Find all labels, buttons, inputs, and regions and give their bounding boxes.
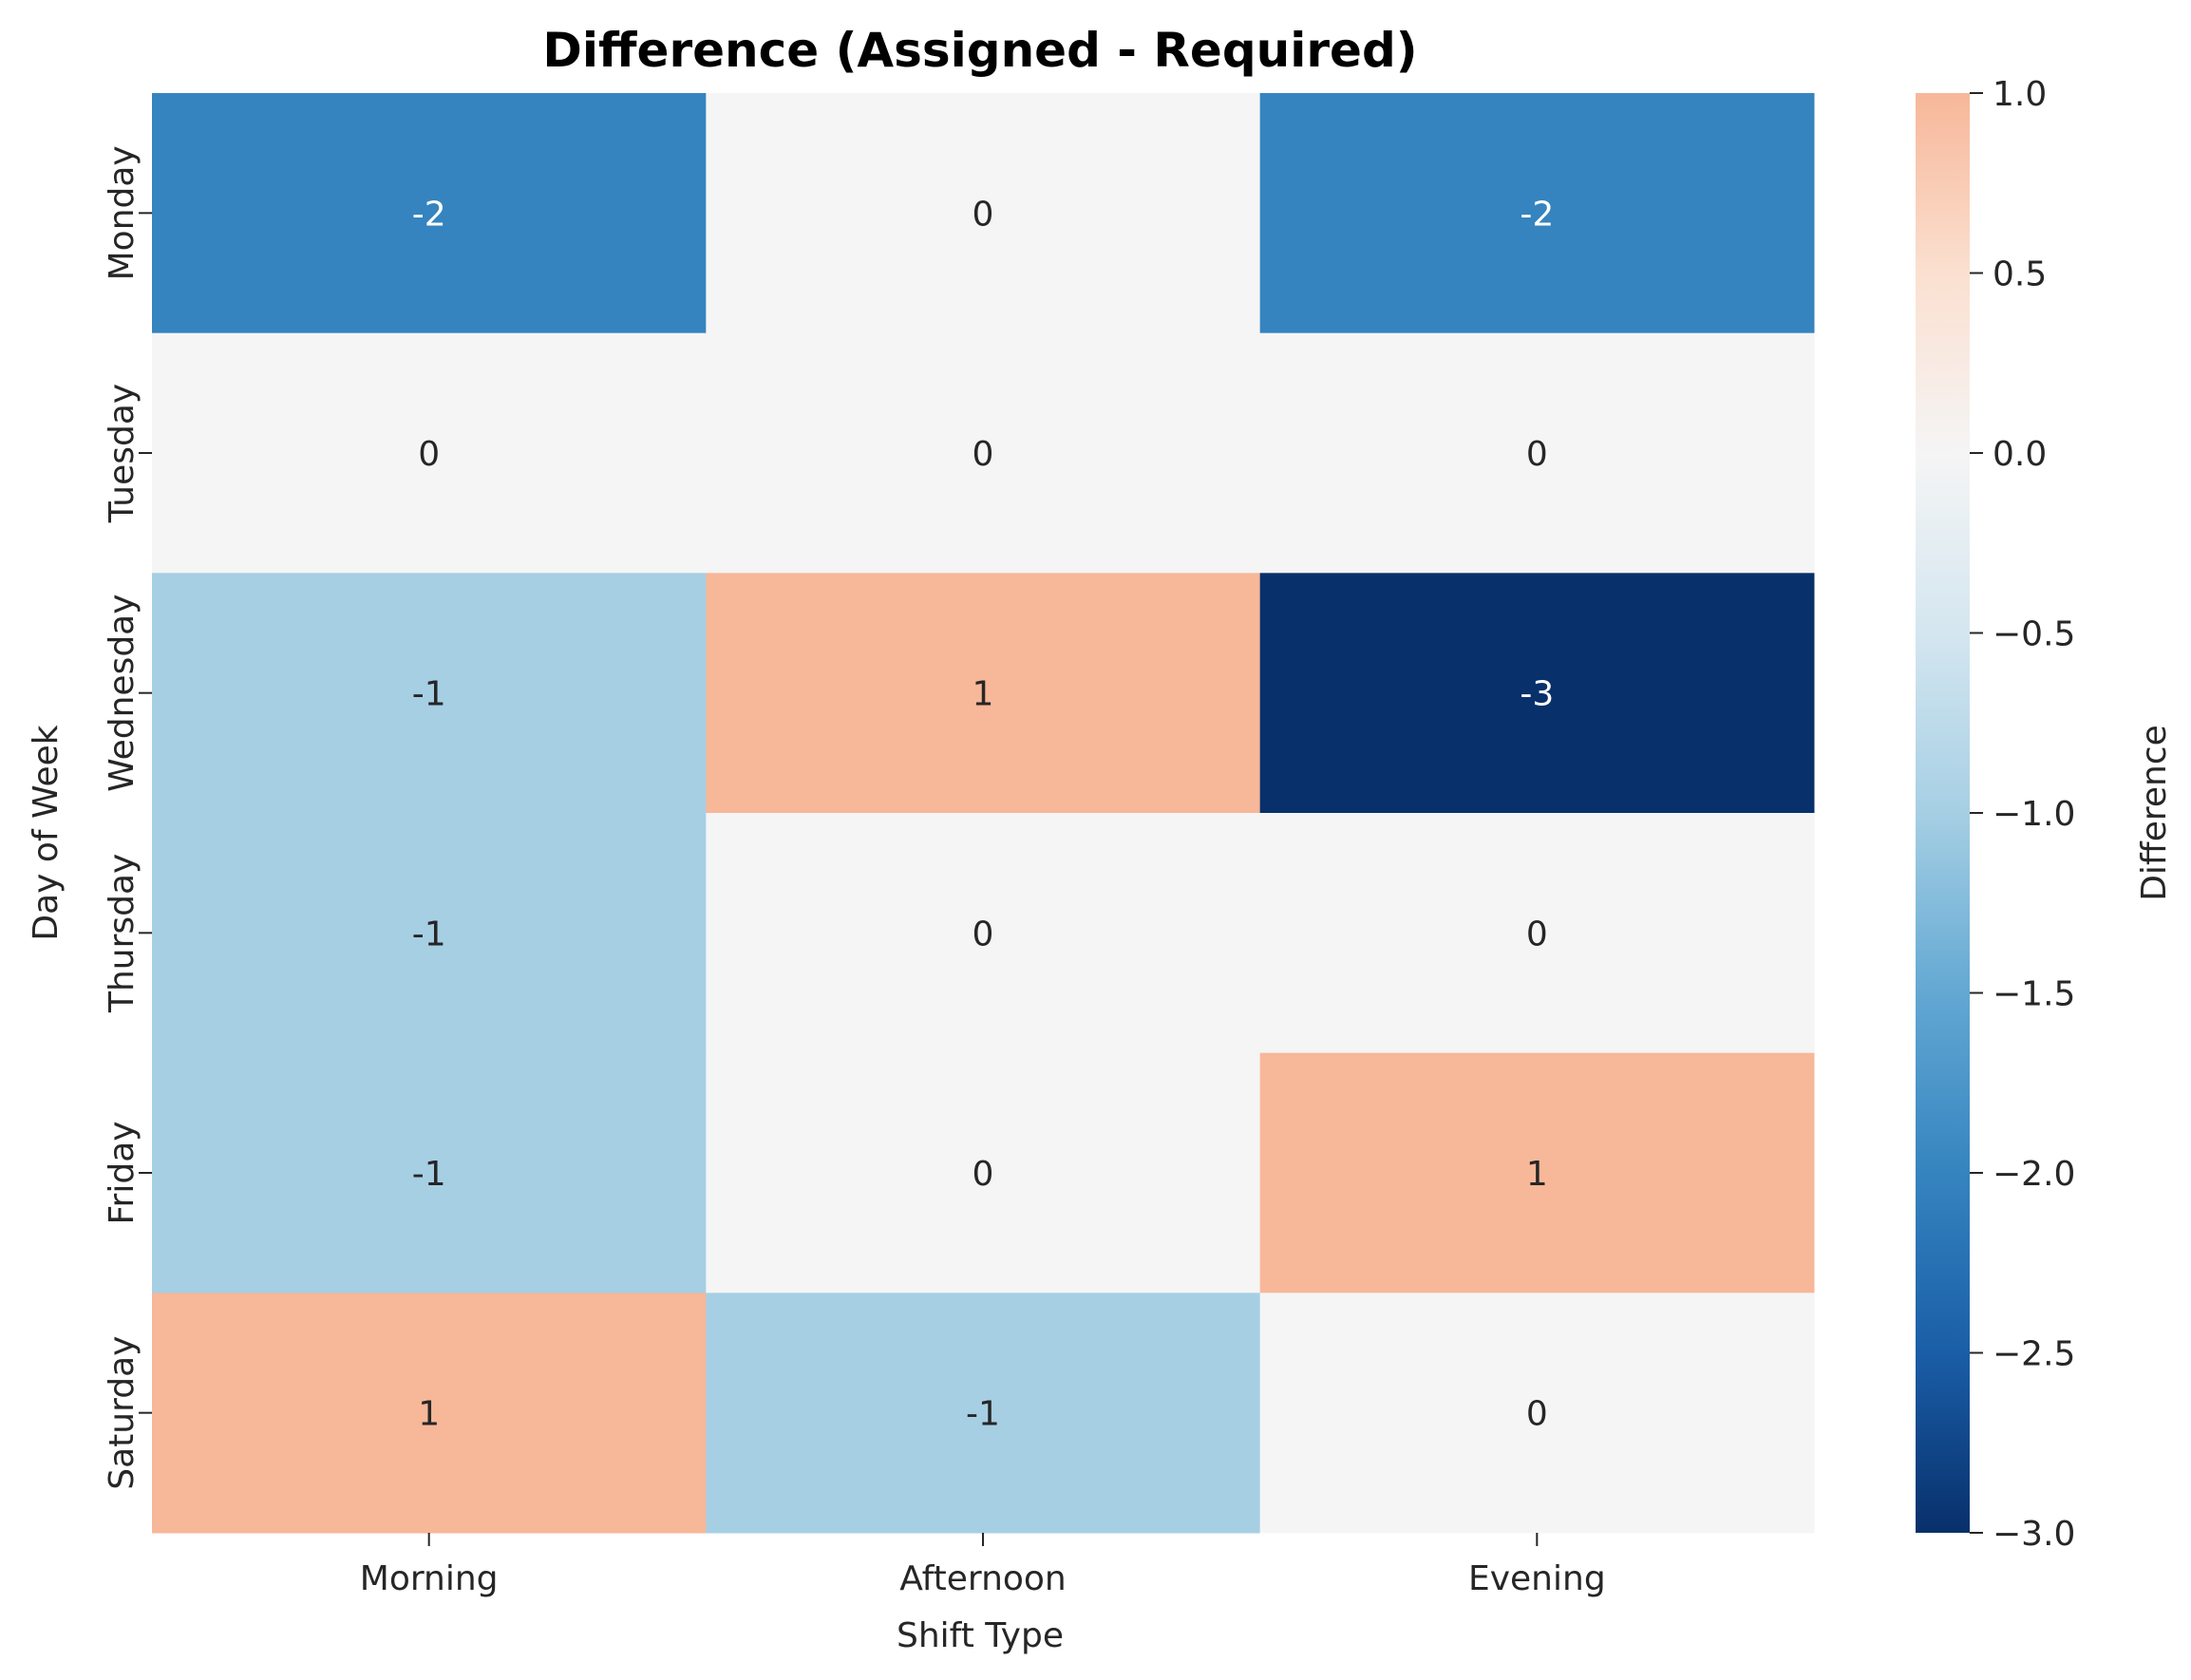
cell-label: 0 <box>418 435 440 474</box>
heatmap-cell <box>706 813 1261 1054</box>
colorbar-tick-label: −1.0 <box>1993 795 2075 834</box>
x-tick-label: Morning <box>360 1559 499 1598</box>
heatmap-cell <box>1259 93 1815 334</box>
cell-label: -1 <box>966 1395 1000 1434</box>
colorbar-ticks: 1.0 0.5 0.0 −0.5 −1.0 −1.5 −2.0 −2.5 −3.0 <box>1970 75 2075 1554</box>
heatmap-cell <box>706 332 1261 574</box>
cell-label: 1 <box>973 675 994 714</box>
y-tick-label: Saturday <box>103 1336 142 1490</box>
heatmap-cell <box>1259 813 1815 1054</box>
colorbar-tick-label: −1.5 <box>1993 975 2075 1014</box>
y-axis-label: Day of Week <box>27 725 66 940</box>
heatmap-cell <box>152 93 707 334</box>
heatmap-cell <box>706 1052 1261 1293</box>
cell-label: 0 <box>973 1155 994 1194</box>
cell-label: 0 <box>1526 1395 1548 1434</box>
cell-label: -1 <box>412 675 446 714</box>
cell-label: 1 <box>418 1395 440 1434</box>
heatmap-cell <box>1259 1052 1815 1293</box>
colorbar <box>1916 93 1970 1533</box>
heatmap-cell <box>706 573 1261 814</box>
y-tick-label: Thursday <box>103 854 142 1013</box>
heatmap-cell <box>1259 332 1815 574</box>
chart-title: Difference (Assigned - Required) <box>542 23 1417 78</box>
heatmap-cell <box>152 1052 707 1293</box>
colorbar-label: Difference <box>2135 725 2174 901</box>
cell-label: 0 <box>1526 915 1548 953</box>
heatmap-cells <box>152 93 1815 1534</box>
colorbar-tick-label: −3.0 <box>1993 1515 2075 1554</box>
cell-label: 1 <box>1526 1155 1548 1194</box>
cell-label: 0 <box>1526 435 1548 474</box>
cell-label: -1 <box>412 1155 446 1194</box>
cell-label: -3 <box>1520 675 1554 714</box>
x-axis-ticks: Morning Afternoon Evening <box>360 1533 1606 1598</box>
heatmap-cell <box>706 1293 1261 1534</box>
colorbar-tick-label: 1.0 <box>1993 75 2047 114</box>
cell-label: 0 <box>973 435 994 474</box>
heatmap-cell <box>152 1293 707 1534</box>
colorbar-tick-label: −2.5 <box>1993 1335 2075 1374</box>
y-tick-label: Friday <box>103 1121 142 1224</box>
heatmap-cell <box>1259 573 1815 814</box>
y-tick-label: Monday <box>103 145 142 280</box>
x-tick-label: Evening <box>1468 1559 1606 1598</box>
heatmap-cell <box>1259 1293 1815 1534</box>
cell-label: -2 <box>412 195 446 234</box>
heatmap-cell <box>152 573 707 814</box>
colorbar-tick-label: −2.0 <box>1993 1155 2075 1194</box>
heatmap-cell-labels: -2 0 -2 0 0 0 -1 1 -3 -1 0 0 -1 0 1 1 -1 0 <box>412 195 1555 1433</box>
heatmap-cell <box>152 813 707 1054</box>
y-tick-label: Tuesday <box>103 384 142 523</box>
y-axis-ticks: Monday Tuesday Wednesday Thursday Friday Satu… <box>103 145 152 1490</box>
cell-label: 0 <box>973 915 994 953</box>
y-tick-label: Wednesday <box>103 594 142 791</box>
x-axis-label: Shift Type <box>897 1616 1064 1655</box>
colorbar-tick-label: 0.0 <box>1993 435 2047 474</box>
cell-label: 0 <box>973 195 994 234</box>
heatmap-cell <box>706 93 1261 334</box>
cell-label: -2 <box>1520 195 1554 234</box>
heatmap-cell <box>152 332 707 574</box>
cell-label: -1 <box>412 915 446 953</box>
colorbar-tick-label: −0.5 <box>1993 615 2075 654</box>
x-tick-label: Afternoon <box>899 1559 1067 1598</box>
colorbar-tick-label: 0.5 <box>1993 255 2047 294</box>
